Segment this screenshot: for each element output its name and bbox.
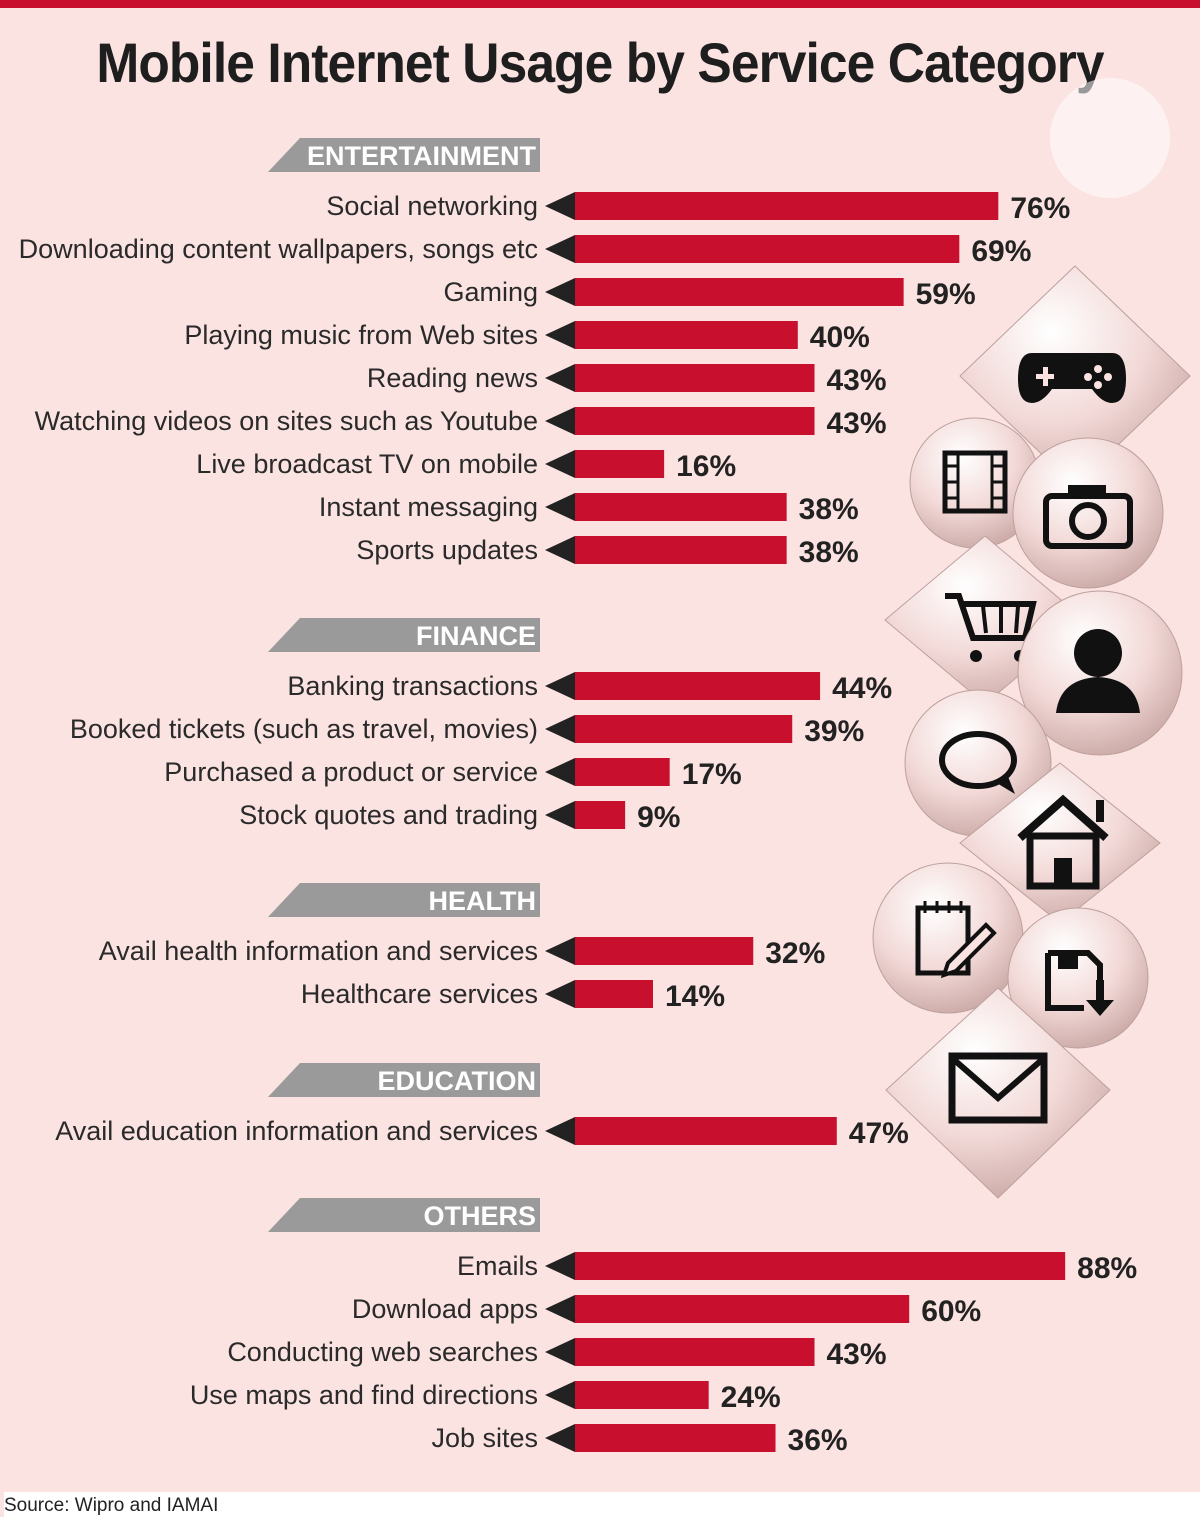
value-label: 76% <box>1010 192 1070 225</box>
category-band <box>268 138 540 172</box>
value-label: 17% <box>682 758 742 791</box>
category-label: OTHERS <box>423 1201 536 1231</box>
row-arrow <box>545 536 575 564</box>
row-label: Purchased a product or service <box>164 757 538 787</box>
row-label: Emails <box>457 1251 538 1281</box>
row-label: Download apps <box>352 1294 538 1324</box>
bar <box>575 192 999 220</box>
row-arrow <box>545 801 575 829</box>
category-band <box>268 883 540 917</box>
bar <box>575 407 815 435</box>
row-label: Healthcare services <box>301 979 538 1009</box>
category-band <box>268 1198 540 1232</box>
bar <box>575 672 821 700</box>
row-arrow <box>545 493 575 521</box>
chart-title: Mobile Internet Usage by Service Categor… <box>96 31 1104 94</box>
bar <box>575 278 904 306</box>
value-label: 16% <box>676 450 736 483</box>
row-arrow <box>545 192 575 220</box>
row-label: Banking transactions <box>287 671 538 701</box>
bar <box>575 758 670 786</box>
value-label: 39% <box>804 715 864 748</box>
row-arrow <box>545 937 575 965</box>
bar <box>575 801 626 829</box>
bar <box>575 980 653 1008</box>
row-label: Instant messaging <box>319 492 538 522</box>
value-label: 69% <box>971 235 1031 268</box>
bar-chart: ENTERTAINMENT Social networking 76% Downloa… <box>19 138 1137 1457</box>
row-arrow <box>545 235 575 263</box>
bar <box>575 536 787 564</box>
row-arrow <box>545 1424 575 1452</box>
bar <box>575 321 798 349</box>
row-arrow <box>545 758 575 786</box>
source-note: Source: Wipro and IAMAI <box>4 1492 1200 1525</box>
category-band <box>268 618 540 652</box>
value-label: 32% <box>765 937 825 970</box>
row-label: Job sites <box>431 1423 538 1453</box>
row-arrow <box>545 1381 575 1409</box>
row-arrow <box>545 672 575 700</box>
row-label: Avail health information and services <box>99 936 538 966</box>
row-arrow <box>545 278 575 306</box>
value-label: 43% <box>827 1338 887 1371</box>
value-label: 47% <box>849 1117 909 1150</box>
row-label: Use maps and find directions <box>190 1380 538 1410</box>
row-arrow <box>545 1252 575 1280</box>
row-arrow <box>545 1117 575 1145</box>
row-arrow <box>545 450 575 478</box>
category-label: FINANCE <box>416 621 536 651</box>
row-arrow <box>545 364 575 392</box>
row-label: Playing music from Web sites <box>184 320 538 350</box>
value-label: 59% <box>916 278 976 311</box>
row-arrow <box>545 980 575 1008</box>
value-label: 40% <box>810 321 870 354</box>
value-label: 9% <box>637 801 680 834</box>
category-band <box>268 1063 540 1097</box>
row-label: Stock quotes and trading <box>239 800 538 830</box>
bar <box>575 715 793 743</box>
value-label: 14% <box>665 980 725 1013</box>
value-label: 60% <box>921 1295 981 1328</box>
bar <box>575 937 754 965</box>
category-label: ENTERTAINMENT <box>307 141 536 171</box>
bar <box>575 1252 1066 1280</box>
row-label: Watching videos on sites such as Youtube <box>35 406 538 436</box>
row-label: Booked tickets (such as travel, movies) <box>70 714 538 744</box>
row-label: Conducting web searches <box>227 1337 538 1367</box>
row-label: Reading news <box>367 363 538 393</box>
row-arrow <box>545 407 575 435</box>
category-label: HEALTH <box>429 886 537 916</box>
row-label: Social networking <box>326 191 538 221</box>
row-label: Gaming <box>443 277 538 307</box>
row-label: Live broadcast TV on mobile <box>196 449 538 479</box>
row-arrow <box>545 1295 575 1323</box>
row-arrow <box>545 1338 575 1366</box>
value-label: 24% <box>721 1381 781 1414</box>
value-label: 36% <box>788 1424 848 1457</box>
bar <box>575 1338 815 1366</box>
value-label: 38% <box>799 536 859 569</box>
bar <box>575 1424 776 1452</box>
row-label: Downloading content wallpapers, songs et… <box>19 234 538 264</box>
row-arrow <box>545 715 575 743</box>
bar <box>575 364 815 392</box>
bar <box>575 450 665 478</box>
row-label: Avail education information and services <box>55 1116 538 1146</box>
value-label: 43% <box>827 407 887 440</box>
row-arrow <box>545 321 575 349</box>
category-label: EDUCATION <box>378 1066 537 1096</box>
bar <box>575 235 960 263</box>
bar <box>575 1381 709 1409</box>
value-label: 88% <box>1077 1252 1137 1285</box>
value-label: 44% <box>832 672 892 705</box>
bar <box>575 493 787 521</box>
value-label: 38% <box>799 493 859 526</box>
bar <box>575 1295 910 1323</box>
row-label: Sports updates <box>356 535 538 565</box>
value-label: 43% <box>827 364 887 397</box>
bar <box>575 1117 837 1145</box>
